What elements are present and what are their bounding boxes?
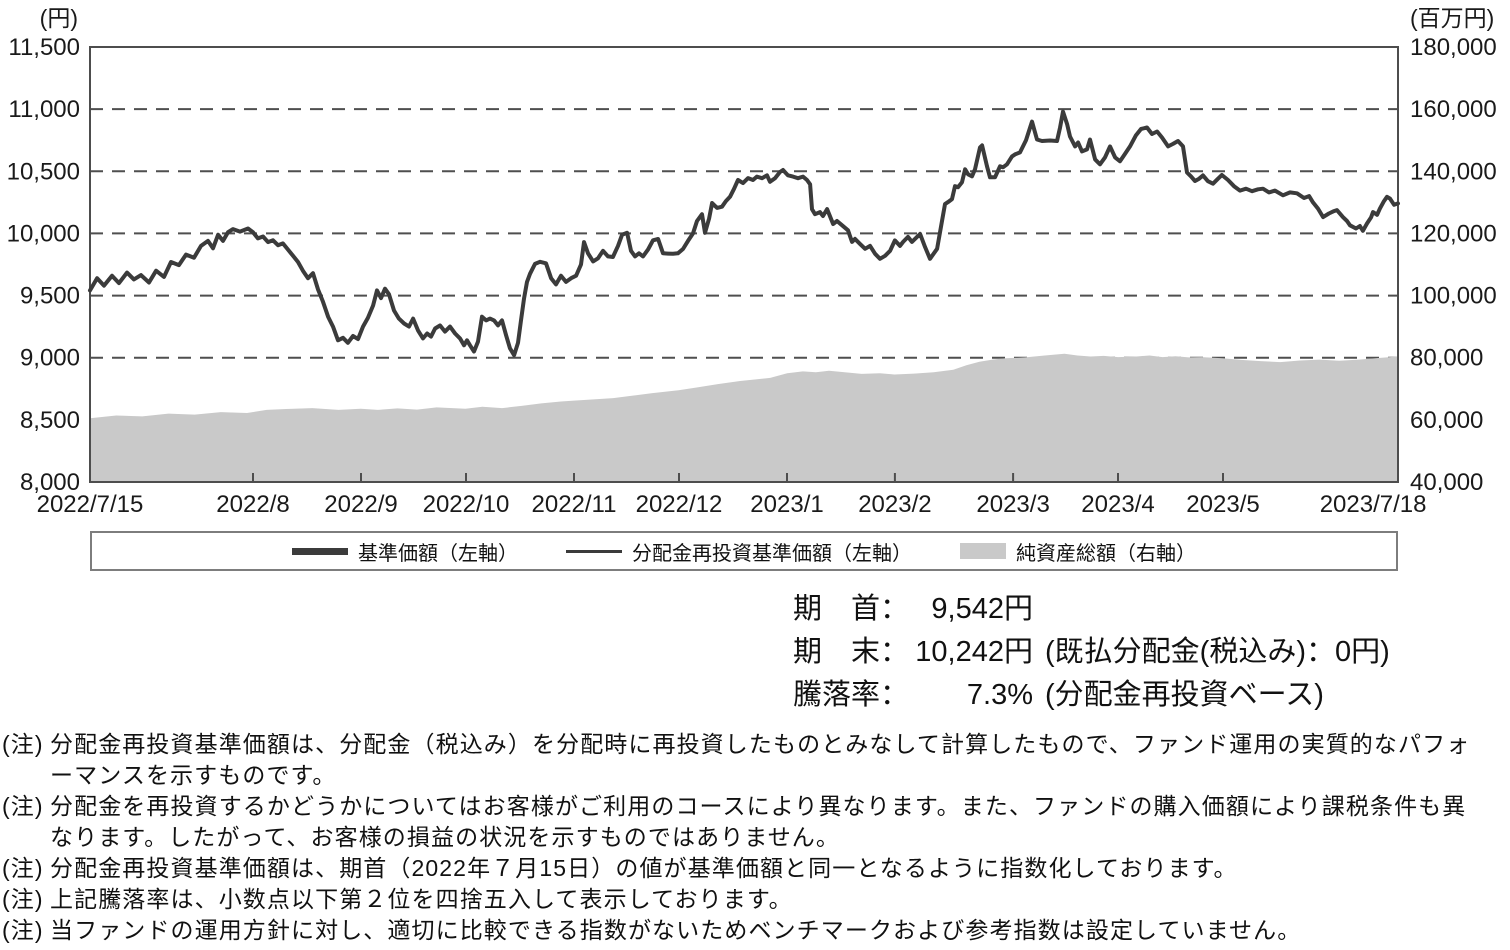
note-tag: (注)	[2, 886, 44, 912]
x-axis-label: 2022/12	[636, 491, 723, 518]
legend-item-base-price: 基準価額（左軸）	[292, 537, 518, 566]
area-swatch-icon	[960, 543, 1006, 559]
x-axis-label: 2023/3	[976, 491, 1049, 518]
left-axis-label: 9,500	[20, 283, 80, 310]
summary-value: 10,242円	[915, 636, 1033, 668]
legend-label: 分配金再投資基準価額（左軸）	[632, 542, 912, 565]
note-tag: (注)	[2, 793, 44, 819]
left-axis-unit: (円)	[40, 5, 78, 31]
x-axis-label: 2022/9	[324, 491, 397, 518]
footnote: (注) 分配金を再投資するかどうかについてはお客様がご利用のコースにより異なりま…	[2, 791, 1504, 853]
summary-value: 9,542円	[931, 593, 1033, 625]
x-axis-label: 2023/4	[1081, 491, 1154, 518]
right-axis-label: 80,000	[1410, 345, 1483, 372]
note-tag: (注)	[2, 855, 44, 881]
left-axis-label: 8,000	[20, 469, 80, 496]
summary-extra: (既払分配金(税込み)：0円)	[1045, 636, 1390, 668]
thin-line-swatch-icon	[566, 549, 622, 553]
footnotes: (注) 分配金再投資基準価額は、分配金（税込み）を分配時に再投資したものとみなし…	[2, 729, 1504, 946]
chart-legend: 基準価額（左軸） 分配金再投資基準価額（左軸） 純資産総額（右軸）	[90, 531, 1398, 571]
right-axis-label: 120,000	[1410, 220, 1497, 247]
nav-area	[90, 353, 1398, 482]
summary-extra: (分配金再投資ベース)	[1045, 679, 1324, 711]
note-text: 上記騰落率は、小数点以下第２位を四捨五入して表示しております。	[50, 886, 793, 912]
note-text: 当ファンドの運用方針に対し、適切に比較できる指数がないためベンチマークおよび参考…	[50, 917, 1302, 943]
right-axis-label: 180,000	[1410, 34, 1497, 61]
summary-row-end: 期 末： 10,242円 (既払分配金(税込み)：0円)	[793, 631, 1390, 674]
x-axis-label: 2023/2	[858, 491, 931, 518]
thick-line-swatch-icon	[292, 547, 348, 555]
right-axis-label: 160,000	[1410, 96, 1497, 123]
left-axis-label: 8,500	[20, 407, 80, 434]
left-axis-label: 10,500	[7, 158, 80, 185]
x-axis-label: 2022/10	[423, 491, 510, 518]
right-axis-label: 140,000	[1410, 158, 1497, 185]
x-axis-label: 2022/8	[216, 491, 289, 518]
plot-border	[89, 46, 1399, 483]
legend-item-reinvested-price: 分配金再投資基準価額（左軸）	[566, 537, 912, 566]
right-axis-unit: (百万円)	[1410, 5, 1494, 31]
x-axis-label: 2023/5	[1186, 491, 1259, 518]
right-axis-label: 60,000	[1410, 407, 1483, 434]
legend-label: 基準価額（左軸）	[358, 542, 518, 565]
legend-item-net-assets: 純資産総額（右軸）	[960, 537, 1196, 566]
summary-row-start: 期 首： 9,542円	[793, 588, 1390, 631]
x-axis-label: 2023/1	[750, 491, 823, 518]
x-axis-label: 2022/11	[532, 491, 617, 518]
footnote: (注) 当ファンドの運用方針に対し、適切に比較できる指数がないためベンチマークお…	[2, 915, 1504, 946]
x-axis-label: 2023/7/18	[1320, 491, 1427, 518]
period-summary: 期 首： 9,542円 期 末： 10,242円 (既払分配金(税込み)：0円)…	[793, 588, 1390, 717]
note-tag: (注)	[2, 731, 44, 757]
summary-label: 騰落率：	[793, 679, 910, 711]
x-axis-label: 2022/7/15	[37, 491, 144, 518]
right-axis-label: 40,000	[1410, 469, 1483, 496]
base-price-line	[88, 109, 1400, 358]
summary-label: 期 首：	[793, 593, 910, 625]
left-axis-label: 10,000	[7, 220, 80, 247]
footnote: (注) 上記騰落率は、小数点以下第２位を四捨五入して表示しております。	[2, 884, 1504, 915]
footnote: (注) 分配金再投資基準価額は、分配金（税込み）を分配時に再投資したものとみなし…	[2, 729, 1504, 791]
legend-label: 純資産総額（右軸）	[1016, 542, 1196, 565]
note-text: 分配金を再投資するかどうかについてはお客様がご利用のコースにより異なります。また…	[50, 793, 1467, 850]
left-axis-label: 11,500	[8, 34, 80, 61]
left-axis-label: 9,000	[20, 345, 80, 372]
right-axis-label: 100,000	[1410, 283, 1497, 310]
note-tag: (注)	[2, 917, 44, 943]
summary-row-change-rate: 騰落率： 7.3% (分配金再投資ベース)	[793, 674, 1390, 717]
left-axis-label: 11,000	[8, 96, 80, 123]
note-text: 分配金再投資基準価額は、分配金（税込み）を分配時に再投資したものとみなして計算し…	[50, 731, 1471, 788]
summary-value: 7.3%	[966, 679, 1033, 711]
note-text: 分配金再投資基準価額は、期首（2022年７月15日）の値が基準価額と同一となるよ…	[50, 855, 1238, 881]
performance-chart: (円) (百万円) 11,500 11,000 10,500 10,000 9,500 9,0…	[7, 5, 1497, 518]
summary-label: 期 末：	[793, 636, 910, 668]
footnote: (注) 分配金再投資基準価額は、期首（2022年７月15日）の値が基準価額と同一…	[2, 853, 1504, 884]
